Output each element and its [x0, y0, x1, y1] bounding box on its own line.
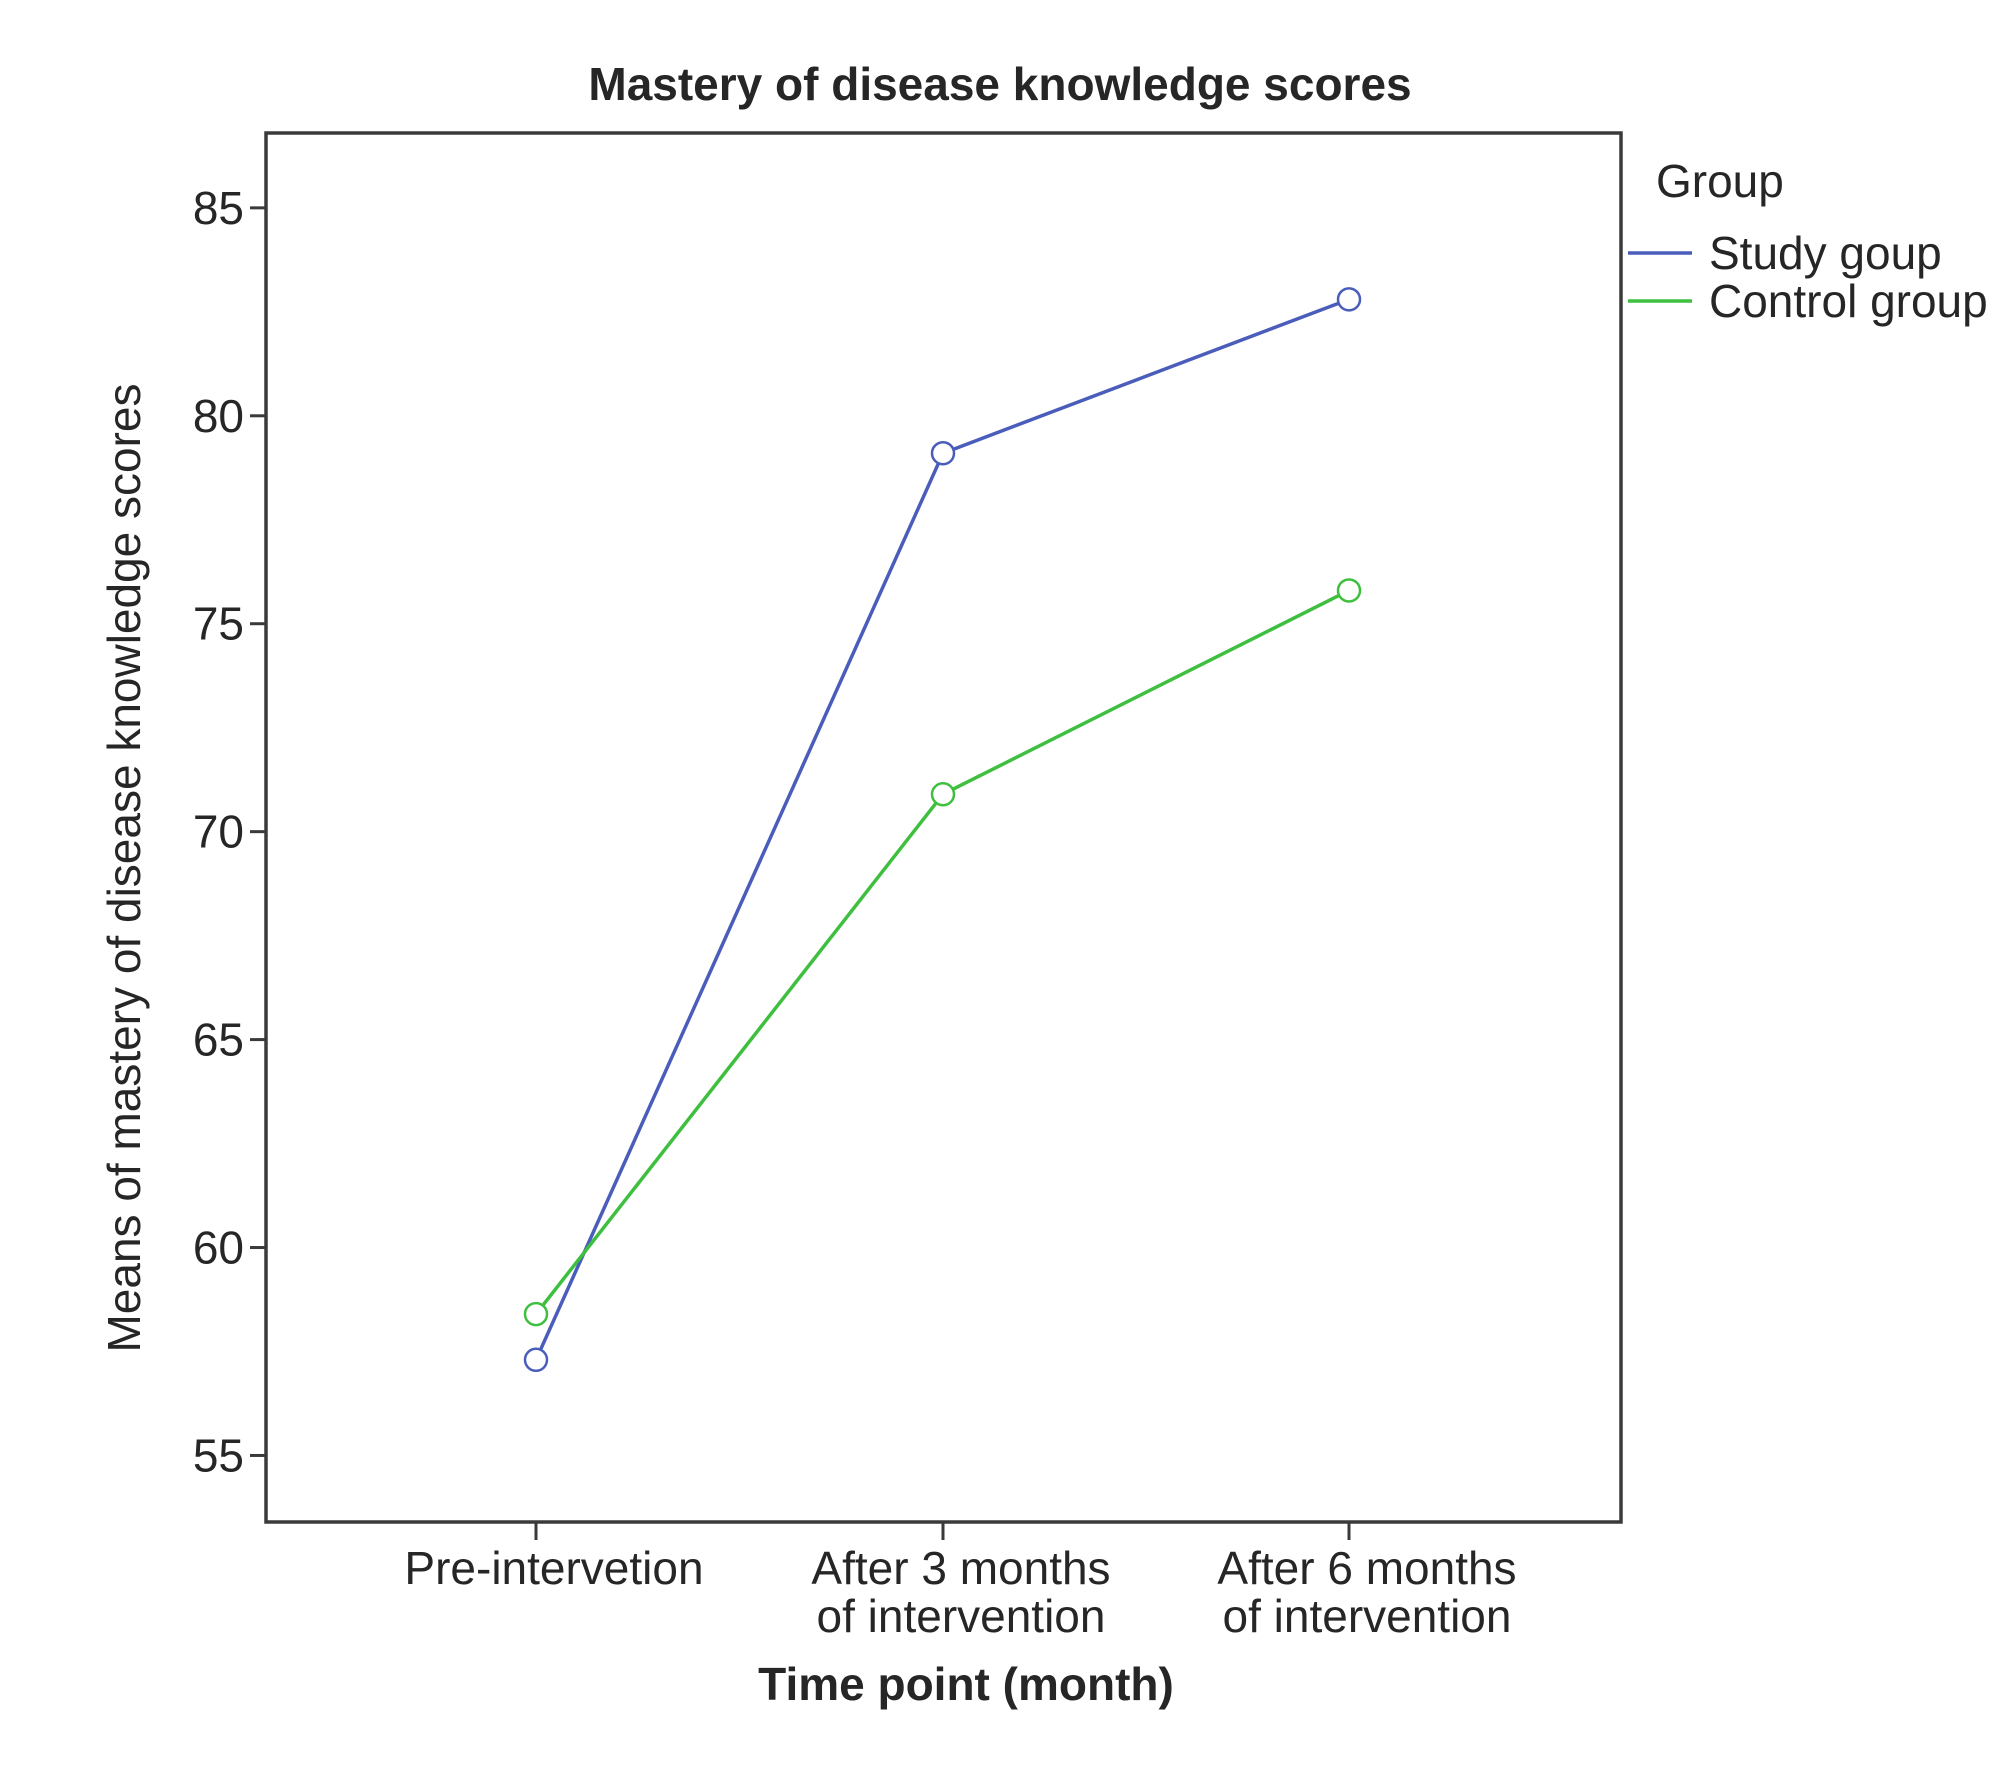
x-tick-label-line: of intervention — [817, 1590, 1106, 1642]
y-tick-label: 55 — [193, 1429, 244, 1481]
data-point-study-goup — [1336, 287, 1362, 312]
plot-frame — [264, 131, 1623, 1524]
x-tick-label: Pre-intervetion — [404, 1542, 703, 1594]
x-tick-label: After 6 months of intervention — [1217, 1542, 1516, 1642]
x-tick-label-line: After 6 months — [1217, 1542, 1516, 1594]
x-tick-label: After 3 months of intervention — [811, 1542, 1110, 1642]
series-layer — [523, 287, 1362, 1373]
series-line-control-group — [534, 588, 1350, 1316]
y-tick-label: 80 — [193, 390, 244, 442]
data-point-control-group — [1336, 578, 1362, 603]
x-axis-title: Time point (month) — [758, 1658, 1174, 1710]
y-tick-label: 60 — [193, 1222, 244, 1274]
x-tick-label-line: Pre-intervetion — [404, 1542, 703, 1594]
x-tick-label-line: of intervention — [1223, 1590, 1512, 1642]
legend-label-control-group: Control group — [1709, 275, 1988, 327]
data-point-study-goup — [523, 1347, 549, 1373]
y-tick-label: 65 — [193, 1014, 244, 1066]
y-tick-label: 70 — [193, 806, 244, 858]
y-tick-label: 85 — [193, 182, 244, 234]
x-tick-label-line: After 3 months — [811, 1542, 1110, 1594]
y-axis: 55 60 65 70 75 80 85 — [193, 182, 266, 1481]
data-point-study-goup — [930, 440, 956, 466]
data-point-control-group — [523, 1301, 549, 1327]
y-axis-title: Means of mastery of disease knowledge sc… — [98, 383, 150, 1352]
x-axis: Pre-intervetion After 3 months of interven… — [404, 1522, 1517, 1642]
data-point-control-group — [930, 781, 956, 807]
legend-title: Group — [1656, 155, 1784, 207]
chart-title: Mastery of disease knowledge scores — [588, 58, 1411, 110]
legend-label-study-goup: Study goup — [1709, 227, 1942, 279]
y-tick-label: 75 — [193, 598, 244, 650]
